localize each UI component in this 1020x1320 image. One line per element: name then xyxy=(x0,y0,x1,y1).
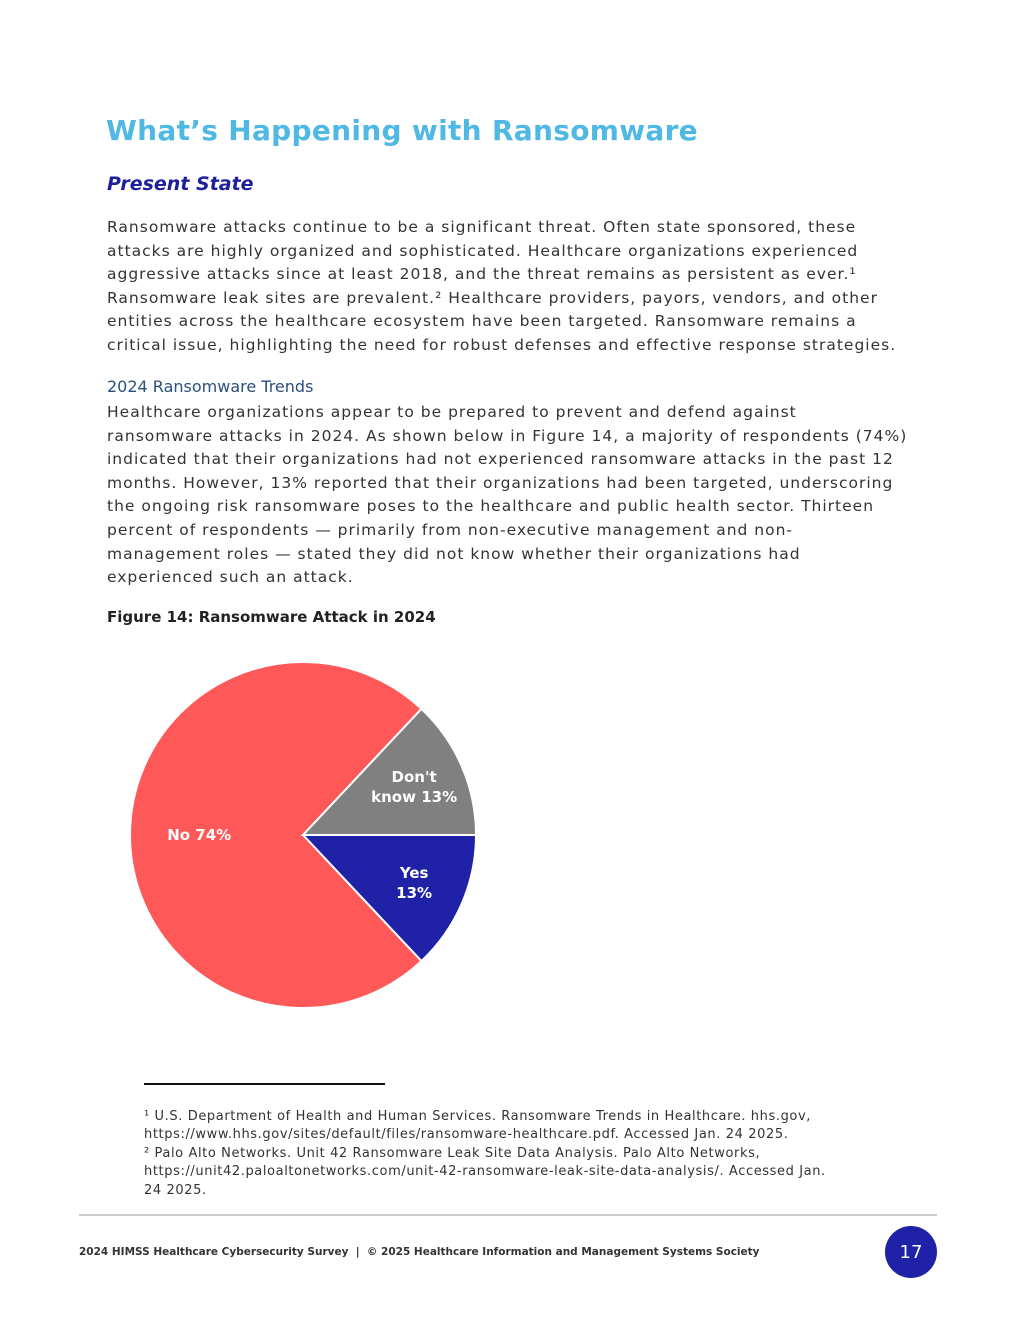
text-line: the ongoing risk ransomware poses to the… xyxy=(107,497,875,516)
subheading: 2024 Ransomware Trends xyxy=(107,377,314,396)
pie-slice-no xyxy=(129,661,423,1009)
page-number-badge: 17 xyxy=(885,1226,937,1278)
footnote-divider xyxy=(144,1083,385,1085)
footnote-line: ² Palo Alto Networks. Unit 42 Ransomware… xyxy=(144,1145,761,1161)
pie-label-line: know 13% xyxy=(371,788,457,806)
text-line: percent of respondents — primarily from … xyxy=(107,520,794,539)
footnote-line: ¹ U.S. Department of Health and Human Se… xyxy=(144,1109,812,1124)
text-line: aggressive attacks since at least 2018, … xyxy=(107,265,857,284)
footnote-line: https://unit42.paloaltonetworks.com/unit… xyxy=(144,1164,826,1180)
pie-label-line: Yes xyxy=(399,864,429,882)
text-line: Ransomware attacks continue to be a sign… xyxy=(107,218,857,236)
figure-caption: Figure 14: Ransomware Attack in 2024 xyxy=(107,608,436,626)
pie-slice-yes xyxy=(300,834,478,963)
text-line: months. However, 13% reported that their… xyxy=(107,473,894,492)
pie-slice-don-t-know xyxy=(300,707,478,836)
footer-text: 2024 HIMSS Healthcare Cybersecurity Surv… xyxy=(79,1246,760,1258)
footnote-line: https://www.hhs.gov/sites/default/files/… xyxy=(144,1127,789,1143)
pie-label: Don't know 13% xyxy=(371,768,457,806)
pie-label-line: 13% xyxy=(396,884,432,902)
pie-label-line: No 74% xyxy=(167,826,231,844)
page-title: What’s Happening with Ransomware xyxy=(106,114,698,147)
pie-label: Yes 13% xyxy=(396,864,432,902)
text-line: critical issue, highlighting the need fo… xyxy=(107,335,897,354)
section-heading: Present State xyxy=(107,173,254,195)
text-line: experienced such an attack. xyxy=(107,568,354,587)
pie-label-line: Don't xyxy=(392,768,437,786)
footnotes: ¹ U.S. Department of Health and Human Se… xyxy=(144,1108,826,1200)
text-line: indicated that their organizations had n… xyxy=(107,450,894,469)
text-line: entities across the healthcare ecosystem… xyxy=(107,312,857,331)
footer-divider xyxy=(79,1214,937,1216)
footnote-line: 24 2025. xyxy=(144,1182,207,1198)
text-line: management roles — stated they did not k… xyxy=(107,544,801,563)
text-line: ransomware attacks in 2024. As shown bel… xyxy=(107,426,908,445)
paragraph-present-state: Ransomware attacks continue to be a sign… xyxy=(107,216,896,358)
text-line: Healthcare organizations appear to be pr… xyxy=(107,403,797,421)
paragraph-trends: Healthcare organizations appear to be pr… xyxy=(107,401,907,590)
text-line: attacks are highly organized and sophist… xyxy=(107,241,859,260)
pie-label: No 74% xyxy=(167,826,231,844)
text-line: Ransomware leak sites are prevalent.² He… xyxy=(107,288,878,307)
pie-chart: Yes 13% No 74% Don't know 13% xyxy=(129,661,478,1009)
